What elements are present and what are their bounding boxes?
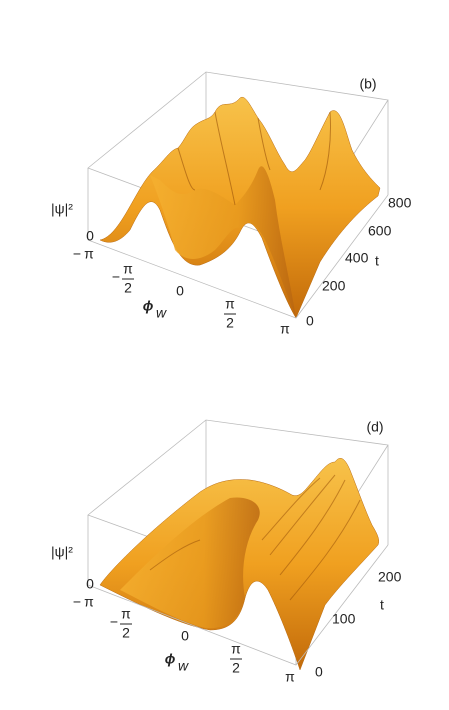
front-edge: [87, 194, 389, 319]
surface-ridges: [177, 111, 331, 206]
x-tick-denominator: 2: [124, 280, 132, 296]
x-axis-label: ϕ: [165, 651, 176, 667]
x-tick-label: 0: [181, 628, 189, 644]
y-tick-label: 200: [322, 278, 346, 294]
x-axis-label-sub: w: [178, 658, 189, 674]
surface-ridges: [149, 474, 361, 601]
x-axis-label-sub: w: [156, 305, 167, 321]
x-tick-numerator: π: [225, 296, 235, 312]
labels: (b)|ψ|²0ϕ w− π− π2 0π2 πt0200400600800(d)|ψ|²…: [51, 76, 412, 685]
x-axis-label: ϕ: [143, 298, 154, 314]
y-tick-label: 800: [388, 195, 412, 211]
x-tick-label: π: [280, 321, 290, 337]
z-axis-label: |ψ|²: [51, 544, 73, 560]
x-tick-sign: −: [73, 594, 81, 610]
surface-shade: [150, 166, 296, 318]
x-tick-numerator: π: [123, 261, 133, 277]
panel-b-plot: [87, 71, 389, 319]
front-edge: [87, 544, 389, 666]
x-tick-denominator: 2: [232, 660, 240, 676]
z-axis-label: |ψ|²: [51, 201, 73, 217]
y-axis-label: t: [375, 253, 379, 269]
y-tick-label: 200: [378, 569, 402, 585]
x-tick-numerator: π: [121, 606, 131, 622]
y-tick-label: 400: [345, 250, 369, 266]
x-tick-label: π: [84, 246, 94, 262]
y-tick-label: 600: [368, 223, 392, 239]
x-tick-denominator: 2: [122, 625, 130, 641]
y-tick-label: 100: [332, 611, 356, 627]
x-tick-label: π: [285, 669, 295, 685]
panel-label: (d): [366, 419, 383, 435]
y-tick-label: 0: [306, 313, 314, 329]
x-tick-label: 0: [176, 283, 184, 299]
z-tick-label: 0: [86, 576, 94, 592]
y-axis-label: t: [380, 597, 384, 613]
x-tick-sign: −: [73, 246, 81, 262]
z-tick-label: 0: [86, 228, 94, 244]
panel-label: (b): [359, 76, 376, 92]
x-tick-denominator: 2: [226, 315, 234, 331]
x-tick-sign: −: [110, 614, 118, 630]
x-tick-sign: −: [112, 269, 120, 285]
panel-d-plot: [87, 419, 389, 671]
y-tick-label: 0: [315, 664, 323, 680]
surface-shade: [120, 497, 260, 629]
x-tick-numerator: π: [231, 641, 241, 657]
x-tick-label: π: [84, 594, 94, 610]
